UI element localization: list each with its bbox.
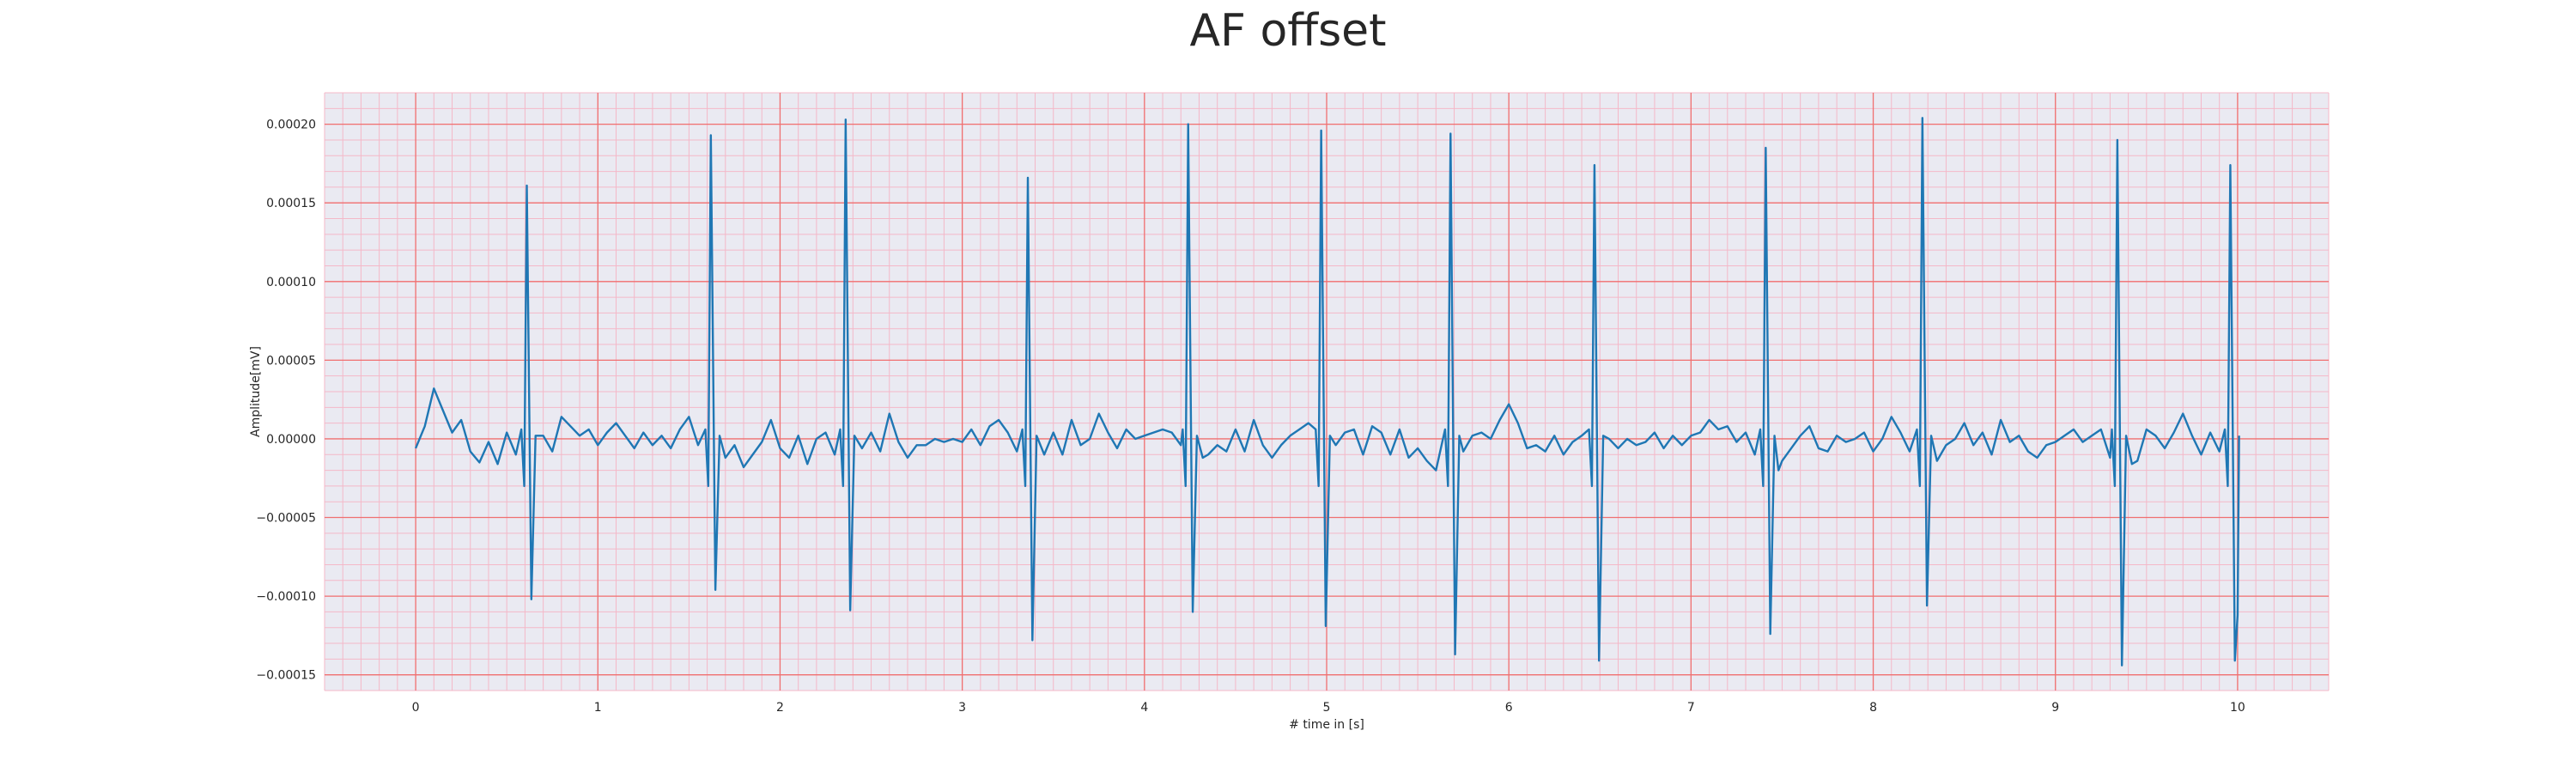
- y-axis-ticks: −0.00015 −0.00010 −0.00005 0.00000 0.00005 0.…: [256, 119, 316, 683]
- series-group: [414, 117, 2240, 666]
- x-tick-label: 9: [2051, 701, 2059, 715]
- x-tick-label: 4: [1140, 701, 1148, 715]
- x-tick-label: 6: [1505, 701, 1513, 715]
- y-tick-label: 0.00015: [266, 197, 316, 210]
- x-axis-label: # time in [s]: [1289, 718, 1364, 732]
- y-tick-label: 0.00000: [266, 433, 316, 447]
- y-tick-label: −0.00005: [256, 512, 316, 526]
- y-tick-label: 0.00005: [266, 354, 316, 368]
- x-tick-label: 10: [2230, 701, 2245, 715]
- x-tick-label: 1: [594, 701, 602, 715]
- x-tick-label: 3: [958, 701, 966, 715]
- y-tick-label: −0.00010: [256, 590, 316, 604]
- x-axis-ticks: 0 1 2 3 4 5 6 7 8 9 10: [412, 701, 2245, 715]
- x-tick-label: 8: [1869, 701, 1877, 715]
- x-tick-label: 5: [1323, 701, 1331, 715]
- series-line: [414, 117, 2240, 666]
- x-tick-label: 0: [412, 701, 420, 715]
- x-tick-label: 2: [776, 701, 784, 715]
- y-axis-label: Amplitude[mV]: [249, 346, 263, 437]
- x-tick-label: 7: [1687, 701, 1695, 715]
- y-tick-label: −0.00015: [256, 669, 316, 683]
- y-tick-label: 0.00010: [266, 276, 316, 289]
- y-tick-label: 0.00020: [266, 119, 316, 132]
- chart-title: AF offset: [1189, 5, 1387, 57]
